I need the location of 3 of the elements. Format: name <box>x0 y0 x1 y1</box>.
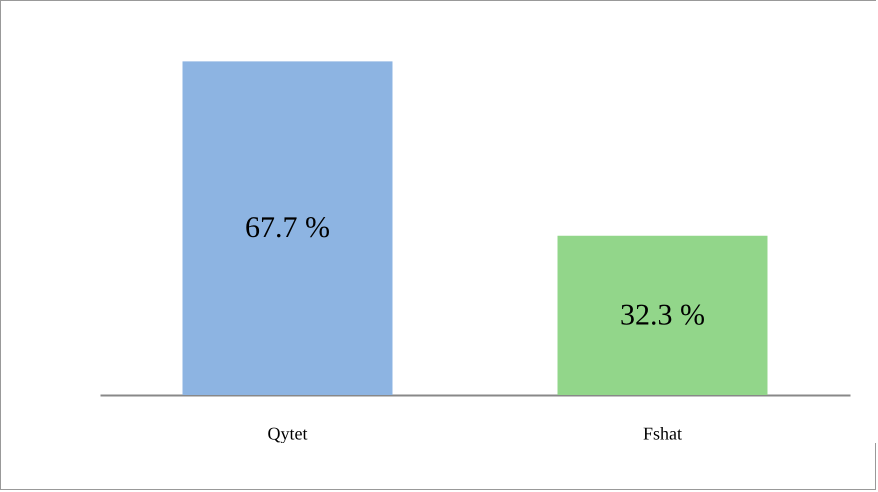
x-tick-label: Fshat <box>642 424 682 444</box>
data-label: 67.7 % <box>245 211 330 244</box>
data-label: 32.3 % <box>620 298 705 332</box>
